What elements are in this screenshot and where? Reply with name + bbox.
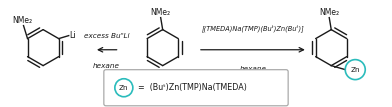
FancyBboxPatch shape [104, 70, 288, 106]
Text: Zn: Zn [119, 85, 129, 91]
Text: NMe₂: NMe₂ [319, 8, 339, 17]
Text: =  (Buᵗ)Zn(TMP)Na(TMEDA): = (Buᵗ)Zn(TMP)Na(TMEDA) [138, 83, 247, 92]
Text: Li: Li [70, 31, 76, 40]
Text: Zn: Zn [350, 67, 360, 73]
Text: hexane: hexane [240, 66, 266, 72]
Text: hexane: hexane [93, 63, 120, 69]
Text: [(TMEDA)Na(TMP)(Buᵗ)Zn(Buᵗ)]: [(TMEDA)Na(TMP)(Buᵗ)Zn(Buᵗ)] [201, 24, 304, 32]
Text: NMe₂: NMe₂ [151, 8, 171, 17]
Text: NMe₂: NMe₂ [13, 16, 33, 25]
Text: excess BuⁿLi: excess BuⁿLi [84, 33, 129, 39]
